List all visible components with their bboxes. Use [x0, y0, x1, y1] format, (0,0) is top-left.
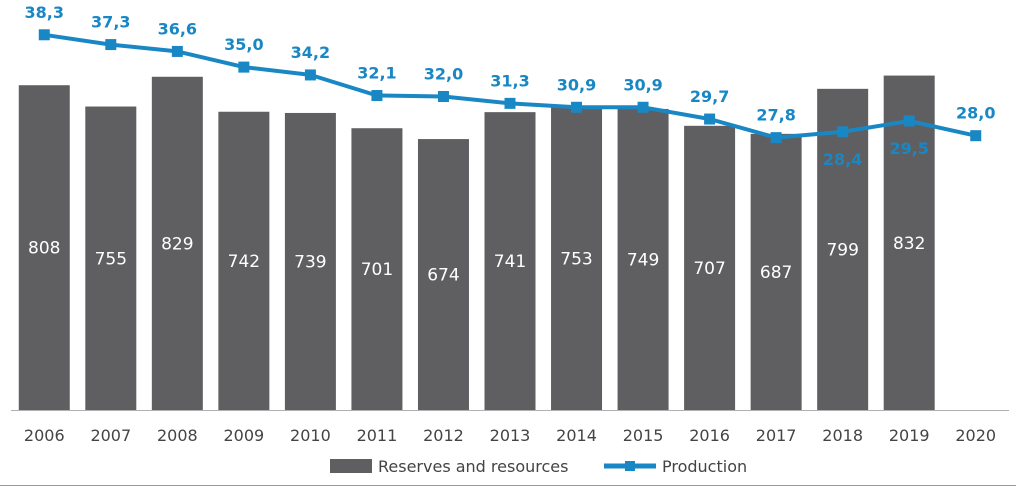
tick-label-2014: 2014 — [556, 426, 597, 445]
bar-2019 — [883, 75, 935, 410]
production-label-2015: 30,9 — [623, 75, 662, 94]
tick-label-2018: 2018 — [822, 426, 863, 445]
production-marker-2010 — [304, 69, 316, 81]
bar-label-2009: 742 — [228, 252, 260, 272]
production-marker-2009 — [238, 61, 250, 73]
production-label-2007: 37,3 — [91, 13, 130, 32]
tick-label-2020: 2020 — [955, 426, 996, 445]
legend-bar-label: Reserves and resources — [378, 457, 568, 476]
bar-2015 — [617, 108, 669, 411]
tick-label-2017: 2017 — [756, 426, 797, 445]
bar-label-2012: 674 — [427, 266, 459, 286]
bar-label-2010: 739 — [294, 252, 326, 272]
bar-label-2011: 701 — [361, 260, 393, 280]
bar-2007 — [85, 106, 137, 411]
legend: Reserves and resources Production — [330, 457, 747, 476]
production-label-2014: 30,9 — [557, 75, 596, 94]
bar-label-2008: 829 — [161, 234, 193, 254]
production-marker-2015 — [637, 101, 649, 113]
bar-label-2013: 741 — [494, 252, 526, 272]
production-label-2011: 32,1 — [357, 64, 396, 83]
tick-label-2009: 2009 — [224, 426, 265, 445]
bar-label-2014: 753 — [560, 250, 592, 270]
tick-label-2008: 2008 — [157, 426, 198, 445]
tick-label-2016: 2016 — [689, 426, 730, 445]
production-label-2017: 27,8 — [756, 106, 795, 125]
production-label-2009: 35,0 — [224, 35, 263, 54]
production-marker-2016 — [704, 113, 716, 125]
tick-label-2011: 2011 — [357, 426, 398, 445]
production-label-2018: 28,4 — [823, 150, 862, 169]
bar-2013 — [484, 112, 536, 410]
production-marker-2020 — [970, 130, 982, 142]
production-label-2012: 32,0 — [424, 64, 463, 83]
production-marker-2019 — [903, 115, 915, 127]
x-axis-ticks: 2006 2007 2008 2009 2010 2011 2012 2013 2014 2015… — [24, 426, 996, 445]
production-marker-2008 — [171, 45, 183, 57]
bar-2017 — [750, 133, 802, 410]
bar-label-2016: 707 — [693, 259, 725, 279]
tick-label-2013: 2013 — [490, 426, 531, 445]
production-label-2016: 29,7 — [690, 87, 729, 106]
bar-label-2018: 799 — [826, 240, 858, 260]
bar-label-2015: 749 — [627, 250, 659, 270]
tick-label-2007: 2007 — [90, 426, 131, 445]
legend-bar-swatch — [330, 459, 372, 473]
bar-label-2007: 755 — [95, 249, 127, 269]
production-marker-2011 — [371, 90, 383, 102]
tick-label-2015: 2015 — [623, 426, 664, 445]
production-label-2010: 34,2 — [291, 43, 330, 62]
tick-label-2012: 2012 — [423, 426, 464, 445]
production-marker-2014 — [571, 101, 583, 113]
legend-line-label: Production — [662, 457, 747, 476]
production-label-2008: 36,6 — [158, 19, 197, 38]
production-label-2006: 38,3 — [25, 3, 64, 22]
bar-series: 808 755 829 742 739 701 674 741 753 749 707 687 799 8… — [18, 75, 935, 411]
bar-2018 — [817, 88, 869, 410]
production-marker-2006 — [38, 29, 50, 41]
legend-line-marker — [625, 461, 635, 471]
production-marker-2018 — [837, 126, 849, 138]
tick-label-2010: 2010 — [290, 426, 331, 445]
bar-2016 — [684, 125, 736, 411]
production-label-2020: 28,0 — [956, 104, 995, 123]
bar-2010 — [284, 112, 336, 410]
bar-2006 — [18, 85, 70, 410]
bar-2008 — [151, 76, 203, 411]
tick-label-2019: 2019 — [889, 426, 930, 445]
production-marker-2007 — [105, 39, 117, 51]
bar-label-2019: 832 — [893, 234, 925, 254]
production-series: 38,3 37,3 36,6 35,0 34,2 32,1 32,0 31,3 30,9 30,9… — [25, 3, 996, 169]
production-label-2019: 29,5 — [889, 139, 928, 158]
bar-label-2017: 687 — [760, 263, 792, 283]
bar-2012 — [417, 139, 469, 410]
bar-label-2006: 808 — [28, 239, 60, 259]
production-label-2013: 31,3 — [490, 71, 529, 90]
tick-label-2006: 2006 — [24, 426, 65, 445]
production-marker-2013 — [504, 97, 516, 109]
bar-2009 — [218, 111, 270, 411]
production-marker-2017 — [770, 132, 782, 144]
bar-2011 — [351, 128, 403, 410]
bar-2014 — [551, 107, 603, 410]
production-marker-2012 — [437, 90, 449, 102]
